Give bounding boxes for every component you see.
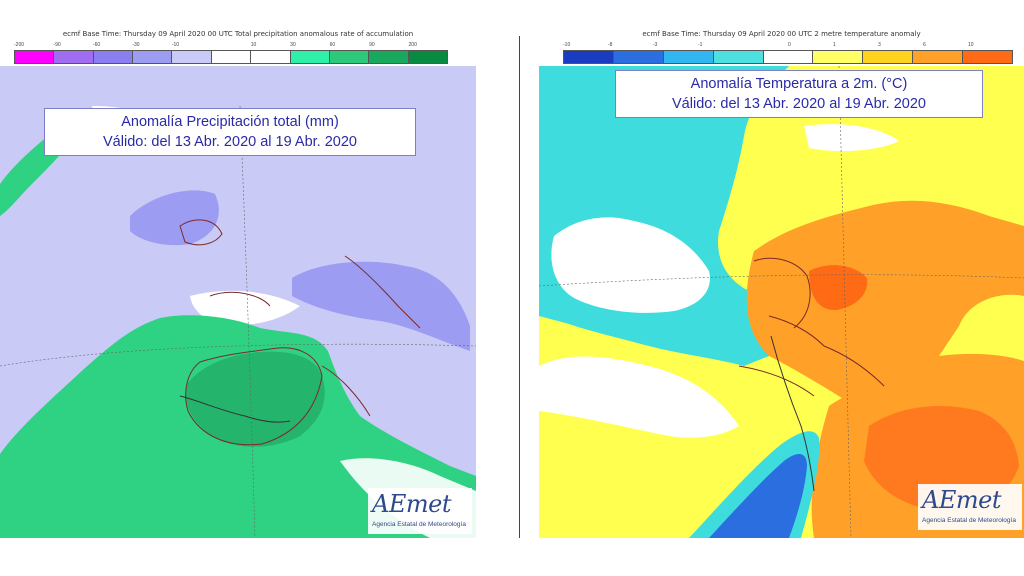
temp-legend-swatch bbox=[713, 51, 764, 63]
temp-graticule bbox=[539, 66, 1024, 538]
temp-coastline bbox=[738, 257, 885, 397]
precip-legend-tick: -60 bbox=[92, 42, 101, 48]
precip-white-gap bbox=[190, 290, 300, 326]
precip-legend-swatch bbox=[172, 51, 212, 63]
temp-legend-ticks: -10 -8 -3 -1 0 1 3 6 10 bbox=[563, 42, 1013, 50]
precipitation-anomaly-panel: ecmf Base Time: Thursday 09 April 2020 0… bbox=[0, 28, 476, 538]
precip-legend: -200 -90 -60 -30 -10 10 30 60 90 200 bbox=[14, 42, 448, 64]
temp-legend-tick: 6 bbox=[923, 42, 926, 48]
precip-legend-swatch bbox=[211, 51, 252, 63]
precip-legend-tick: 10 bbox=[250, 42, 257, 48]
temp-white-north bbox=[804, 124, 899, 152]
temp-legend-tick: -10 bbox=[563, 42, 571, 48]
precip-legend-swatch bbox=[54, 51, 94, 63]
temp-blue-coast bbox=[709, 454, 807, 538]
temp-legend-swatch bbox=[763, 51, 814, 63]
temp-title: Anomalía Temperatura a 2m. (°C) bbox=[690, 76, 908, 92]
temp-legend-tick bbox=[743, 42, 788, 50]
precip-legend-swatch bbox=[133, 51, 173, 63]
temp-white-south-atlantic bbox=[539, 356, 739, 438]
precip-aemet-logo: AEmet Agencia Estatal de Meteorología bbox=[368, 488, 472, 534]
precip-legend-swatch bbox=[408, 51, 447, 63]
temp-legend-swatch bbox=[963, 51, 1013, 63]
temp-legend-tick: 3 bbox=[878, 42, 881, 48]
temp-aemet-logo: AEmet Agencia Estatal de Meteorología bbox=[918, 484, 1022, 530]
precip-title-box: Anomalía Precipitación total (mm) Válido… bbox=[44, 108, 416, 156]
aemet-logo-agency: Agencia Estatal de Meteorología bbox=[372, 521, 466, 528]
precip-legend-swatch bbox=[15, 51, 55, 63]
precip-legend-swatch bbox=[369, 51, 409, 63]
temp-white-atlantic bbox=[551, 217, 710, 313]
temp-title-box: Anomalía Temperatura a 2m. (°C) Válido: … bbox=[615, 70, 983, 118]
temp-border-dark bbox=[770, 335, 815, 492]
temp-dark-orange-iberia bbox=[809, 265, 868, 311]
precip-legend-tick: -90 bbox=[53, 42, 61, 48]
precip-legend-swatch bbox=[329, 51, 370, 63]
precip-title: Anomalía Precipitación total (mm) bbox=[121, 114, 339, 130]
precip-legend-tick: -30 bbox=[132, 42, 140, 48]
precip-legend-ticks: -200 -90 -60 -30 -10 10 30 60 90 200 bbox=[14, 42, 448, 50]
temp-legend-swatch bbox=[863, 51, 914, 63]
temp-legend-swatch bbox=[813, 51, 864, 63]
precip-valid-range: Válido: del 13 Abr. 2020 al 19 Abr. 2020 bbox=[103, 134, 357, 150]
precip-legend-swatch bbox=[93, 51, 134, 63]
temp-legend-tick: -1 bbox=[698, 42, 703, 48]
precip-medium-central-blob bbox=[130, 190, 219, 246]
precip-legend-tick: 30 bbox=[290, 42, 296, 48]
temp-legend-swatch bbox=[564, 51, 614, 63]
aemet-logo-agency: Agencia Estatal de Meteorología bbox=[922, 517, 1016, 524]
precip-legend-tick: 200 bbox=[408, 42, 417, 48]
precip-medium-italy-blob bbox=[292, 261, 470, 351]
precip-legend-tick bbox=[211, 42, 250, 50]
precip-legend-tick: -200 bbox=[14, 42, 25, 48]
precip-legend-colorbar bbox=[14, 50, 448, 64]
temp-legend-tick: -8 bbox=[608, 42, 613, 48]
precip-legend-swatch bbox=[251, 51, 291, 63]
precip-dark-green-iberia bbox=[185, 351, 325, 447]
panel-divider bbox=[519, 36, 520, 538]
temp-legend-tick: 1 bbox=[833, 42, 836, 48]
precip-legend-swatch bbox=[290, 51, 330, 63]
temp-legend-tick: -3 bbox=[653, 42, 658, 48]
temp-legend-swatch bbox=[663, 51, 714, 63]
temp-legend-colorbar bbox=[563, 50, 1013, 64]
precip-legend-tick: -10 bbox=[171, 42, 180, 48]
temp-legend-tick: 10 bbox=[968, 42, 974, 48]
temperature-anomaly-panel: ecmf Base Time: Thursday 09 April 2020 0… bbox=[539, 28, 1024, 538]
precip-border-dark bbox=[179, 395, 291, 423]
precip-header-text: ecmf Base Time: Thursday 09 April 2020 0… bbox=[62, 30, 414, 38]
aemet-logo-brand: AEmet bbox=[372, 490, 451, 518]
precip-coastline bbox=[179, 219, 421, 446]
temp-orange-europe bbox=[746, 200, 1024, 421]
temp-valid-range: Válido: del 13 Abr. 2020 al 19 Abr. 2020 bbox=[672, 96, 926, 112]
precip-legend-tick: 60 bbox=[329, 42, 336, 48]
temp-legend-tick: 0 bbox=[788, 42, 791, 48]
temperature-map bbox=[539, 66, 1024, 538]
temp-legend-swatch bbox=[913, 51, 964, 63]
temp-header-text: ecmf Base Time: Thursday 09 April 2020 0… bbox=[642, 30, 921, 38]
temp-legend-swatch bbox=[613, 51, 664, 63]
aemet-logo-brand: AEmet bbox=[922, 486, 1001, 514]
precip-legend-tick: 90 bbox=[369, 42, 375, 48]
temp-legend: -10 -8 -3 -1 0 1 3 6 10 bbox=[563, 42, 1013, 64]
